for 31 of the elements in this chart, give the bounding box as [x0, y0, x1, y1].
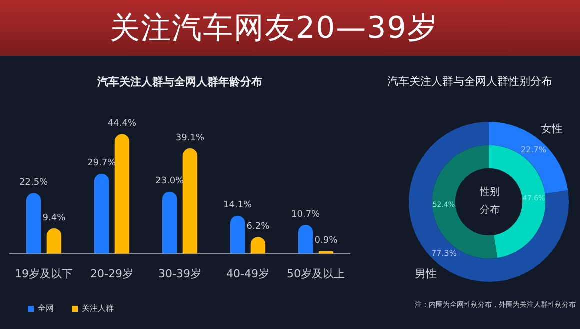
x-tick-label: 20-29岁: [90, 267, 134, 280]
data-label: 44.4%: [108, 119, 137, 130]
data-label: 77.3%: [432, 248, 458, 258]
data-label: 10.7%: [292, 210, 321, 220]
legend-label: 关注人群: [82, 304, 114, 314]
chart-title: 汽车关注人群与全网人群性别分布: [386, 74, 554, 89]
data-label: 6.2%: [246, 222, 270, 232]
chart-subtitle: 汽车关注人群与全网人群年龄分布: [96, 75, 262, 88]
data-label: 0.9%: [314, 236, 338, 246]
data-label: 14.1%: [224, 200, 253, 211]
x-tick-label: 50岁及以上: [287, 267, 345, 280]
data-label: 22.7%: [521, 145, 547, 154]
bar: [114, 134, 130, 254]
bar: [230, 216, 246, 254]
x-tick-label: 40-49岁: [226, 267, 270, 280]
text: 性别分布: [479, 186, 501, 218]
chart-title: 关注汽车网友20—39岁: [110, 10, 438, 48]
bar: [298, 224, 314, 254]
bar: [46, 228, 62, 254]
slice-label: 男性: [415, 267, 438, 280]
data-label: 22.5%: [20, 178, 49, 188]
bar: [26, 193, 42, 254]
data-label: 9.4%: [42, 213, 66, 224]
bar: [162, 192, 178, 254]
bar: [182, 148, 198, 254]
x-tick-label: 30-39岁: [158, 267, 202, 280]
bar: [94, 174, 110, 254]
legend-label: 全网: [38, 304, 54, 314]
x-tick-label: 19岁及以下: [15, 267, 73, 280]
slice-label: 女性: [540, 122, 563, 136]
data-label: 39.1%: [176, 133, 205, 144]
